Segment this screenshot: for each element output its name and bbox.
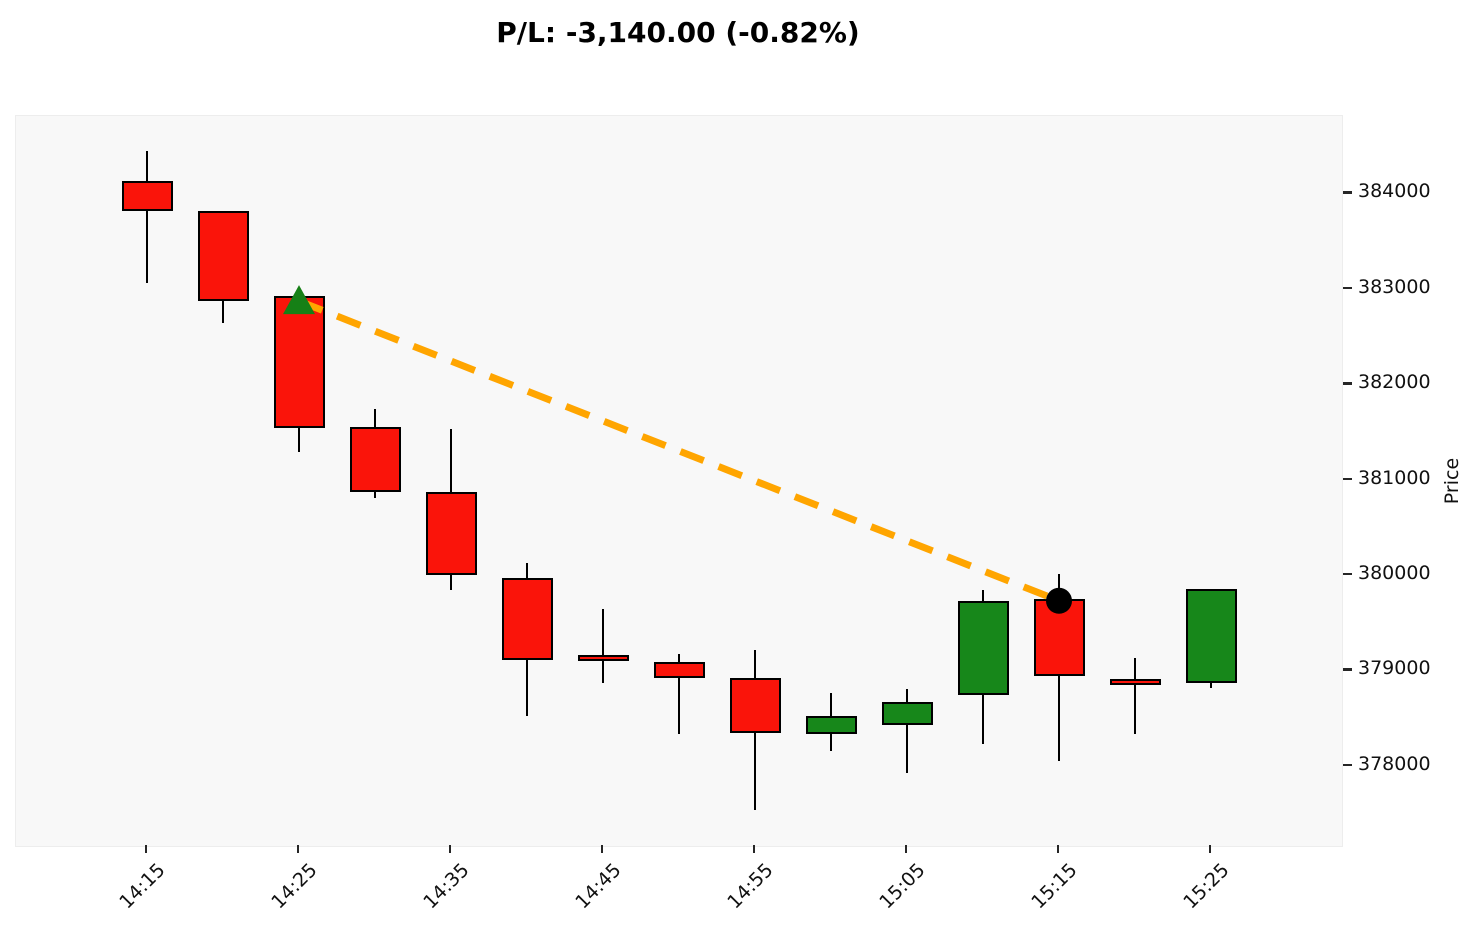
x-tick-label: 15:15: [1027, 859, 1082, 914]
y-tick-label: 383000: [1358, 275, 1431, 298]
candle-body-14:30: [349, 427, 401, 492]
candle-body-15:25: [1185, 589, 1237, 683]
x-tick-label: 14:15: [115, 859, 170, 914]
y-tick: [1343, 668, 1352, 671]
candle-wick-14:50: [677, 654, 681, 735]
candle-body-14:35: [425, 491, 477, 575]
candle-body-14:20: [197, 211, 249, 302]
y-tick-label: 382000: [1358, 371, 1431, 394]
y-tick-label: 384000: [1358, 180, 1431, 203]
y-tick-label: 381000: [1358, 466, 1431, 489]
x-tick-label: 14:35: [419, 859, 474, 914]
y-tick: [1343, 191, 1352, 194]
plot-area: [15, 115, 1343, 847]
candles-layer: [16, 116, 1342, 846]
y-tick-label: 378000: [1358, 752, 1431, 775]
x-tick-label: 15:05: [875, 859, 930, 914]
candle-body-15:15: [1033, 598, 1085, 677]
candle-body-15:00: [805, 716, 857, 735]
x-tick: [601, 845, 603, 853]
x-tick: [1209, 845, 1211, 853]
x-tick: [905, 845, 907, 853]
candle-wick-14:15: [145, 151, 149, 283]
y-tick: [1343, 286, 1352, 290]
x-tick-label: 14:55: [723, 859, 778, 914]
candle-wick-15:05: [905, 688, 909, 774]
candle-body-14:40: [501, 577, 553, 660]
candle-body-14:50: [653, 661, 705, 679]
candle-body-14:15: [121, 180, 173, 212]
candle-body-15:20: [1109, 679, 1161, 685]
x-tick-label: 14:45: [571, 859, 626, 914]
candle-wick-14:45: [601, 609, 605, 683]
y-tick: [1343, 382, 1352, 385]
y-tick: [1343, 763, 1352, 767]
y-tick-label: 379000: [1358, 657, 1431, 680]
candle-body-15:05: [881, 701, 933, 725]
candle-body-14:25: [273, 296, 325, 429]
candle-body-15:10: [957, 600, 1009, 696]
x-tick: [297, 845, 299, 853]
chart-title: P/L: -3,140.00 (-0.82%): [496, 16, 860, 49]
x-tick: [449, 845, 451, 853]
y-tick: [1343, 477, 1352, 481]
y-tick-label: 380000: [1358, 561, 1431, 584]
candle-wick-15:20: [1133, 658, 1137, 735]
candle-body-14:45: [577, 655, 629, 662]
candle-body-14:55: [729, 678, 781, 734]
x-tick-label: 14:25: [267, 859, 322, 914]
x-tick: [1057, 845, 1059, 853]
x-tick: [145, 845, 147, 853]
x-tick-label: 15:25: [1179, 859, 1234, 914]
y-axis-title: Price: [1441, 457, 1463, 505]
y-tick: [1343, 572, 1352, 576]
x-tick: [753, 845, 755, 853]
